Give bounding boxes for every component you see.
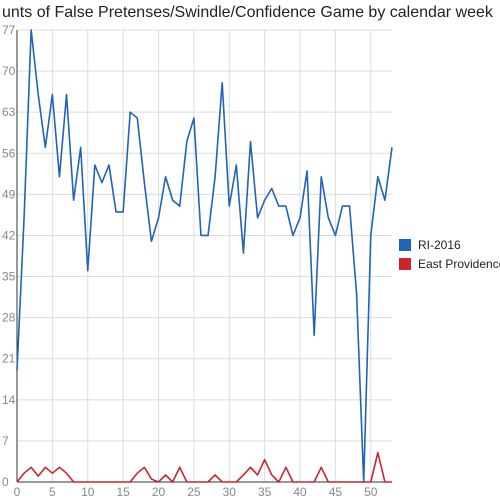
y-tick-label: 7: [2, 434, 9, 448]
y-tick-label: 63: [2, 105, 16, 119]
y-tick-label: 70: [2, 64, 16, 78]
series-line-0: [16, 29, 393, 483]
y-tick-label: 14: [2, 393, 16, 407]
x-tick-label: 50: [364, 485, 378, 499]
series-lines: [16, 29, 393, 483]
legend-label: RI-2016: [418, 238, 461, 252]
x-tick-label: 40: [293, 485, 307, 499]
legend-label: East Providence: [418, 257, 500, 271]
x-tick-label: 20: [152, 485, 166, 499]
x-tick-label: 0: [14, 485, 21, 499]
legend-swatch: [399, 239, 411, 251]
y-axis-tick-labels: 0 7 14 21 28 35 42 49 56 63 70 77: [2, 23, 16, 489]
y-tick-label: 49: [2, 187, 16, 201]
x-tick-label: 30: [223, 485, 237, 499]
x-tick-label: 25: [187, 485, 201, 499]
y-tick-label: 56: [2, 146, 16, 160]
y-tick-label: 77: [2, 23, 16, 37]
x-tick-label: 5: [49, 485, 56, 499]
x-tick-label: 15: [116, 485, 130, 499]
gridlines: [16, 29, 392, 483]
x-tick-label: 10: [81, 485, 95, 499]
x-tick-label: 35: [258, 485, 272, 499]
y-tick-label: 28: [2, 311, 16, 325]
y-tick-label: 35: [2, 270, 16, 284]
legend-swatch: [399, 258, 411, 270]
series-line-1: [16, 451, 392, 483]
y-tick-label: 0: [2, 475, 9, 489]
chart-title: unts of False Pretenses/Swindle/Confiden…: [2, 4, 494, 21]
legend: RI-2016 East Providence: [399, 238, 500, 271]
x-axis-tick-labels: 0 5 10 15 20 25 30 35 40 45 50: [14, 485, 378, 499]
y-tick-label: 42: [2, 228, 16, 242]
x-tick-label: 45: [329, 485, 343, 499]
y-tick-label: 21: [2, 352, 16, 366]
